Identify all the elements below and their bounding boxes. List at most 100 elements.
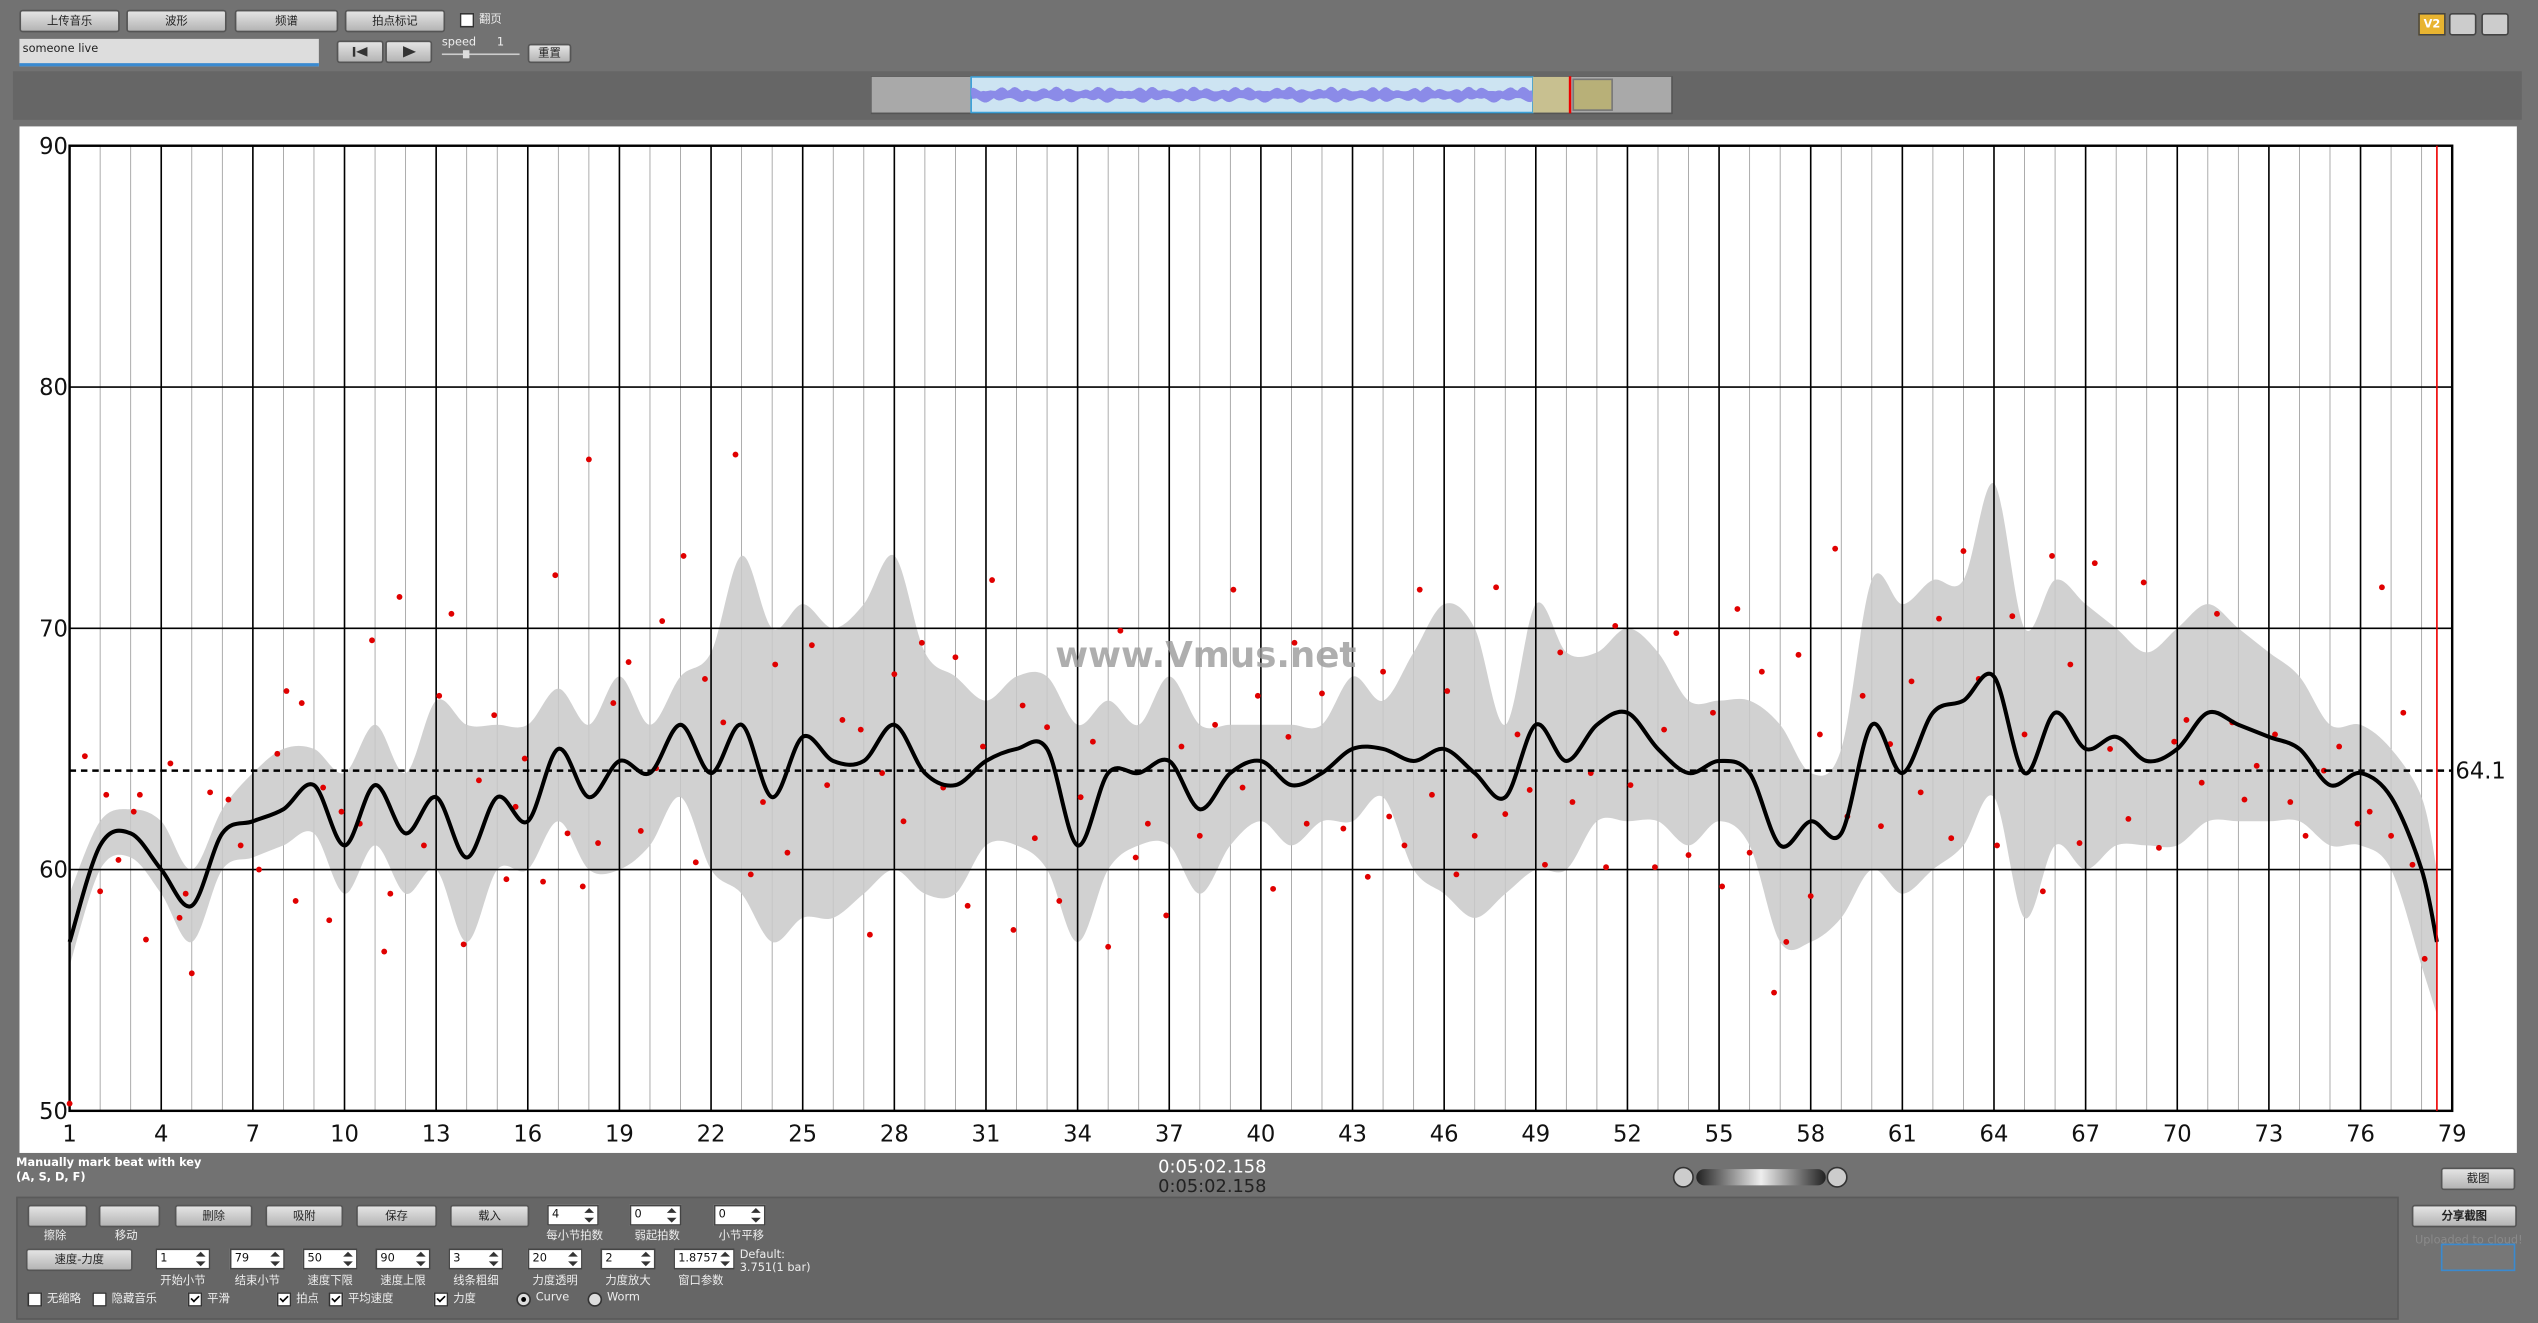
beat-point: [680, 552, 687, 559]
beat-point: [1526, 787, 1533, 793]
speed-slider[interactable]: [441, 53, 520, 56]
prev-button[interactable]: [336, 40, 384, 64]
x-tick-label: 52: [1613, 1122, 1642, 1148]
spinner[interactable]: 2: [600, 1248, 656, 1270]
beat-point: [1444, 688, 1451, 694]
beat-point: [1031, 835, 1038, 842]
beat-mark-button[interactable]: 拍点标记: [344, 9, 446, 33]
beat-point: [540, 878, 546, 885]
beat-point: [1089, 738, 1096, 745]
waveform-overview[interactable]: [870, 76, 1674, 115]
checkbox[interactable]: [27, 1292, 43, 1307]
spinner[interactable]: 90: [375, 1248, 431, 1270]
snap-button[interactable]: 吸附: [265, 1204, 344, 1228]
watermark: www.Vmus.net: [1055, 635, 1356, 676]
beat-point: [1673, 630, 1680, 637]
beat-point: [918, 639, 925, 646]
beat-point: [772, 661, 779, 668]
mode-button[interactable]: 速度-力度: [25, 1248, 133, 1272]
erase-tool[interactable]: [27, 1204, 88, 1228]
beat-point: [952, 654, 959, 661]
spinner[interactable]: 20: [527, 1248, 583, 1270]
beat-point: [808, 642, 815, 649]
play-button[interactable]: [385, 40, 433, 64]
beat-point: [1917, 789, 1924, 796]
time-current: 0:05:02.158: [1158, 1156, 1267, 1178]
beat-point: [176, 914, 183, 921]
beat-point: [1212, 721, 1218, 728]
move-tool[interactable]: [98, 1204, 161, 1228]
upload-button[interactable]: 上传音乐: [19, 9, 120, 33]
waveform-button[interactable]: 波形: [126, 9, 227, 33]
beat-point: [256, 866, 262, 873]
x-tick-label: 34: [1063, 1122, 1092, 1148]
spectrum-button[interactable]: 频谱: [234, 9, 339, 33]
beat-point: [115, 856, 122, 863]
time-total: 0:05:02.158: [1158, 1175, 1267, 1197]
beat-point: [1163, 912, 1170, 919]
checkbox-label: 平均速度: [347, 1292, 394, 1306]
beat-point: [320, 784, 327, 791]
spinner[interactable]: 4: [547, 1204, 599, 1226]
load-button[interactable]: 载入: [449, 1204, 530, 1228]
spinner[interactable]: 1.8757: [673, 1248, 735, 1270]
song-input[interactable]: someone live: [19, 38, 319, 67]
beat-point: [369, 637, 375, 644]
beat-point: [381, 948, 388, 955]
beat-point: [2400, 709, 2407, 716]
radio-label: Curve: [535, 1290, 570, 1304]
x-tick-label: 43: [1338, 1122, 1367, 1148]
beat-point: [1603, 864, 1609, 871]
beat-point: [1144, 820, 1151, 827]
radio[interactable]: [587, 1292, 603, 1307]
checkbox[interactable]: [92, 1292, 107, 1307]
spinner[interactable]: 3: [448, 1248, 504, 1270]
spinner[interactable]: 0: [713, 1204, 766, 1226]
spinner[interactable]: 50: [302, 1248, 358, 1270]
radio[interactable]: [516, 1292, 531, 1307]
x-tick-label: 67: [2071, 1122, 2100, 1148]
beat-point: [326, 917, 333, 924]
beat-point: [1471, 832, 1478, 839]
screenshot-button[interactable]: 截图: [2440, 1167, 2516, 1191]
checkbox[interactable]: [328, 1292, 344, 1307]
beat-point: [857, 726, 864, 733]
beat-point: [866, 931, 873, 938]
beat-point: [387, 890, 394, 897]
beat-point: [1254, 692, 1261, 699]
checkbox[interactable]: [187, 1292, 203, 1307]
beat-point: [2125, 815, 2132, 822]
beat-point: [552, 572, 559, 579]
save-button[interactable]: 保存: [356, 1204, 438, 1228]
beat-point: [1077, 794, 1084, 801]
spinner[interactable]: 79: [229, 1248, 285, 1270]
beat-point: [1627, 782, 1634, 789]
checkbox[interactable]: [433, 1292, 449, 1307]
checkbox[interactable]: [276, 1292, 292, 1307]
beat-point: [1960, 548, 1967, 554]
volume-slider[interactable]: [1670, 1164, 1851, 1190]
x-tick-label: 64: [1980, 1122, 2009, 1148]
beat-point: [1044, 724, 1050, 731]
beat-point: [839, 717, 846, 723]
spinner[interactable]: 0: [629, 1204, 682, 1226]
reset-button[interactable]: 重置: [527, 43, 572, 64]
checkbox-label: 隐藏音乐: [111, 1292, 158, 1306]
spinner[interactable]: 1: [155, 1248, 211, 1270]
beat-point: [512, 803, 519, 810]
delete-button[interactable]: 删除: [174, 1204, 253, 1228]
beat-point: [1710, 709, 1716, 716]
beat-point: [225, 796, 232, 803]
home-icon[interactable]: [2448, 12, 2477, 36]
share-button[interactable]: 分享截图: [2411, 1204, 2517, 1228]
beat-point: [784, 849, 791, 856]
speed-thumb[interactable]: [462, 50, 470, 59]
version-badge[interactable]: V2: [2418, 12, 2446, 36]
window-icon[interactable]: [2481, 12, 2509, 36]
spinner-label: 线条粗细: [453, 1274, 499, 1288]
share-link-box[interactable]: [2440, 1243, 2516, 1272]
beat-point: [1493, 584, 1500, 591]
page-checkbox[interactable]: [459, 12, 475, 28]
beat-point: [136, 791, 143, 798]
